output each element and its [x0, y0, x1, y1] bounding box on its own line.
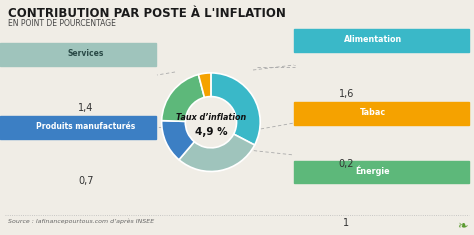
Text: Énergie: Énergie	[356, 166, 390, 176]
Text: 1: 1	[344, 218, 349, 228]
Wedge shape	[162, 74, 204, 121]
Wedge shape	[211, 73, 260, 145]
Text: ❧: ❧	[457, 219, 467, 232]
Text: CONTRIBUTION PAR POSTE À L'INFLATION: CONTRIBUTION PAR POSTE À L'INFLATION	[8, 7, 286, 20]
Wedge shape	[199, 73, 211, 97]
Text: Taux d’inflation: Taux d’inflation	[176, 113, 246, 122]
Wedge shape	[179, 134, 255, 172]
Text: 0,2: 0,2	[339, 160, 354, 169]
Text: Source : lafinancepourtous.com d’après INSEE: Source : lafinancepourtous.com d’après I…	[8, 218, 154, 224]
Text: 1,4: 1,4	[78, 103, 94, 113]
Text: Services: Services	[68, 49, 104, 58]
Text: Tabac: Tabac	[360, 108, 386, 117]
Wedge shape	[162, 121, 194, 160]
Text: 4,9 %: 4,9 %	[195, 127, 227, 137]
Text: Alimentation: Alimentation	[344, 35, 402, 44]
Text: Produits manufacturés: Produits manufacturés	[36, 122, 136, 131]
Text: 0,7: 0,7	[78, 176, 94, 186]
Text: EN POINT DE POURCENTAGE: EN POINT DE POURCENTAGE	[8, 19, 116, 28]
Text: 1,6: 1,6	[339, 89, 354, 99]
